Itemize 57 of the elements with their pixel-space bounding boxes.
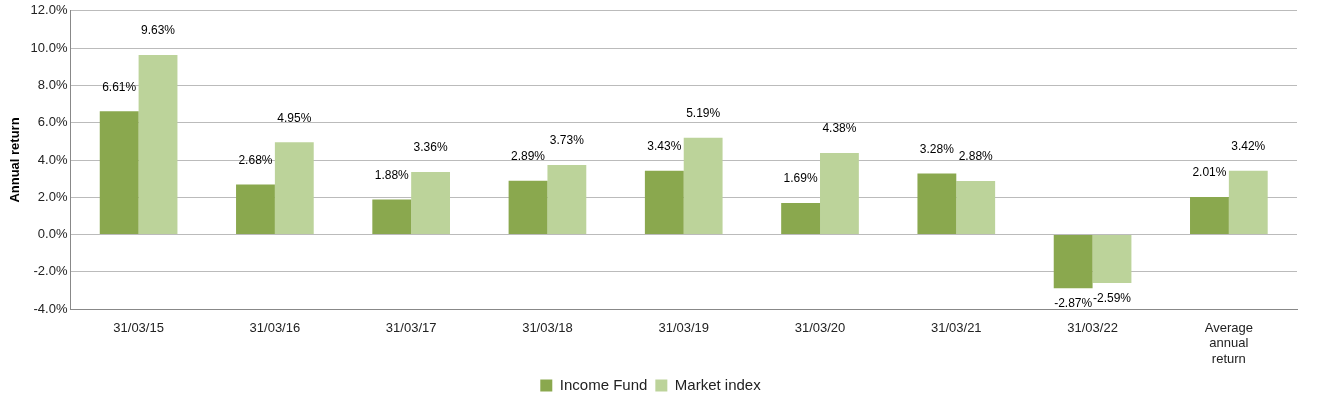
- bar: [236, 184, 275, 235]
- data-label: 3.42%: [1231, 139, 1266, 154]
- x-tick-label: 31/03/17: [385, 319, 437, 335]
- bar: [508, 180, 548, 235]
- legend-label: Income Fund: [559, 375, 648, 393]
- data-label: 2.88%: [958, 149, 994, 164]
- data-label: 2.01%: [1192, 165, 1227, 180]
- data-label: 1.88%: [374, 167, 410, 182]
- data-label: 1.69%: [783, 171, 818, 186]
- bar: [138, 55, 178, 235]
- bar: [956, 180, 996, 235]
- y-tick-label: 8.0%: [37, 76, 68, 92]
- x-tick-label: 31/03/15: [113, 319, 164, 335]
- data-label: 3.43%: [647, 138, 682, 153]
- data-label: 3.36%: [413, 140, 448, 155]
- data-label: 6.61%: [102, 79, 137, 94]
- data-label: 3.28%: [919, 141, 955, 156]
- x-tick-label: 31/03/19: [658, 319, 710, 335]
- data-label: 2.68%: [238, 152, 273, 167]
- data-label: -2.59%: [1092, 291, 1132, 306]
- y-tick-label: 10.0%: [30, 39, 68, 55]
- bar: [820, 152, 859, 235]
- x-tick-label: 31/03/22: [1067, 319, 1118, 335]
- data-label: -2.87%: [1054, 296, 1093, 311]
- data-label: 5.19%: [686, 106, 721, 121]
- bar: [683, 137, 723, 235]
- bar: [274, 142, 314, 235]
- bar: [372, 199, 412, 235]
- bar: [1190, 197, 1229, 235]
- y-tick-label: -4.0%: [33, 300, 68, 316]
- x-tick-label: 31/03/18: [522, 319, 573, 335]
- y-tick-label: 12.0%: [30, 2, 68, 18]
- x-tick-label: Average annual return: [1204, 319, 1253, 366]
- y-tick-label: 4.0%: [37, 151, 68, 167]
- bar: [547, 165, 587, 235]
- bar: [917, 173, 957, 235]
- y-axis-title: Annual return: [7, 117, 23, 203]
- data-label: 9.63%: [141, 23, 176, 38]
- x-tick-label: 31/03/16: [249, 319, 301, 335]
- legend-label: Market index: [674, 375, 762, 393]
- y-tick-label: 0.0%: [37, 226, 68, 242]
- data-label: 4.95%: [277, 110, 312, 125]
- bar: [99, 111, 139, 235]
- x-tick-label: 31/03/21: [930, 319, 982, 335]
- data-label: 2.89%: [511, 149, 546, 164]
- y-tick-label: 2.0%: [37, 188, 68, 204]
- bar: [1092, 235, 1132, 283]
- bar: [781, 203, 821, 235]
- bar: [1053, 235, 1093, 289]
- x-tick-label: 31/03/20: [794, 319, 846, 335]
- data-label: 3.73%: [549, 133, 585, 148]
- y-tick-label: -2.0%: [33, 263, 68, 279]
- bar: [411, 171, 451, 235]
- data-label: 4.38%: [822, 121, 857, 136]
- bar: [644, 170, 684, 235]
- y-tick-label: 6.0%: [37, 114, 68, 130]
- bar: [1228, 170, 1268, 235]
